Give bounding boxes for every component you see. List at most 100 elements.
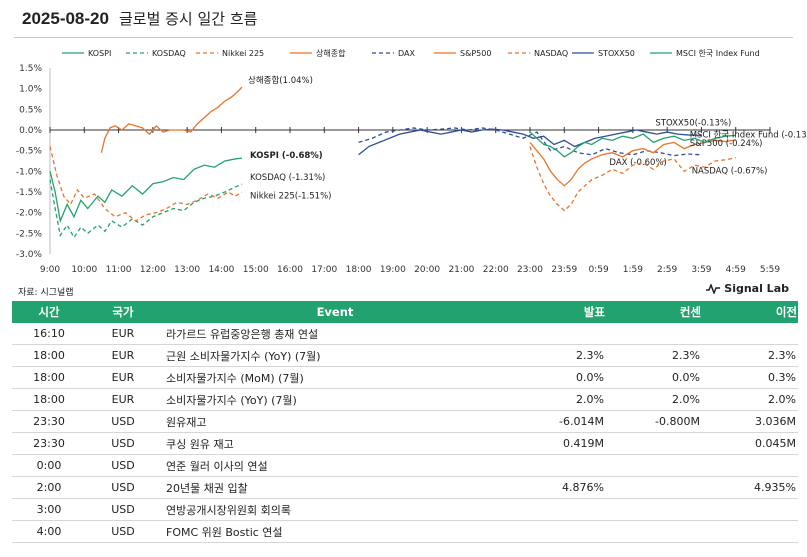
- series-line: [529, 131, 736, 158]
- header: 2025-08-20 글로벌 증시 일간 흐름: [22, 8, 257, 32]
- table-row: 18:00 EUR 근원 소비자물가지수 (YoY) (7월) 2.3% 2.3% 2.3…: [12, 344, 798, 367]
- x-tick-label: 1:59: [623, 265, 643, 275]
- cell-actual: 0.419M: [510, 432, 606, 455]
- series-end-label: KOSPI (-0.68%): [250, 151, 323, 161]
- cell-event: 쿠싱 원유 재고: [160, 432, 510, 455]
- table-row: 18:00 EUR 소비자물가지수 (MoM) (7월) 0.0% 0.0% 0.3%: [12, 366, 798, 389]
- events-table: 시간 국가 Event 발표 컨센 이전 16:10 EUR 라가르드 유럽중앙은행…: [12, 301, 798, 543]
- cell-event: 원유재고: [160, 410, 510, 433]
- col-country: 국가: [86, 301, 160, 323]
- table-row: 4:00 USD FOMC 위원 Bostic 연설: [12, 520, 798, 543]
- cell-previous: [702, 323, 798, 345]
- cell-event: 라가르드 유럽중앙은행 총재 연설: [160, 323, 510, 345]
- cell-consensus: 2.3%: [606, 344, 702, 367]
- report-title: 글로벌 증시 일간 흐름: [118, 10, 258, 28]
- signal-icon: [706, 283, 721, 294]
- cell-time: 18:00: [12, 388, 86, 411]
- cell-previous: 3.036M: [702, 410, 798, 433]
- table-row: 3:00 USD 연방공개시장위원회 회의록: [12, 498, 798, 521]
- legend-label: DAX: [398, 49, 415, 58]
- x-tick-label: 0:59: [588, 265, 608, 275]
- cell-previous: 0.3%: [702, 366, 798, 389]
- x-tick-label: 11:00: [106, 265, 132, 275]
- x-tick-label: 23:00: [517, 265, 543, 275]
- cell-event: 연방공개시장위원회 회의록: [160, 498, 510, 521]
- cell-consensus: [606, 454, 702, 477]
- series-end-label: S&P500 (-0.24%): [690, 139, 763, 149]
- col-time: 시간: [12, 301, 86, 323]
- cell-country: EUR: [86, 388, 160, 411]
- cell-time: 23:30: [12, 410, 86, 433]
- series-line: [49, 146, 243, 222]
- series-line: [358, 127, 702, 157]
- cell-country: EUR: [86, 323, 160, 345]
- cell-time: 3:00: [12, 498, 86, 521]
- x-tick-label: 4:59: [726, 265, 746, 275]
- series-line: [358, 128, 702, 156]
- cell-event: 근원 소비자물가지수 (YoY) (7월): [160, 344, 510, 367]
- source-note: 자료: 시그널랩: [18, 288, 74, 298]
- y-tick-label: -2.5%: [16, 229, 43, 239]
- cell-country: EUR: [86, 366, 160, 389]
- y-tick-label: 1.0%: [19, 85, 42, 95]
- cell-actual: [510, 520, 606, 543]
- series-end-label: NASDAQ (-0.67%): [692, 167, 768, 177]
- cell-consensus: 0.0%: [606, 366, 702, 389]
- series-end-label: Nikkei 225(-1.51%): [250, 191, 331, 201]
- legend-label: STOXX50: [598, 49, 635, 58]
- x-tick-label: 15:00: [243, 265, 269, 275]
- y-tick-label: -3.0%: [16, 250, 43, 260]
- series-line: [529, 146, 736, 212]
- legend-label: MSCI 한국 Index Fund: [676, 49, 760, 58]
- legend-label: Nikkei 225: [222, 49, 264, 58]
- table-row: 16:10 EUR 라가르드 유럽중앙은행 총재 연설: [12, 323, 798, 345]
- cell-previous: 2.3%: [702, 344, 798, 367]
- x-tick-label: 12:00: [140, 265, 166, 275]
- x-tick-label: 17:00: [311, 265, 337, 275]
- cell-actual: 2.0%: [510, 388, 606, 411]
- cell-country: USD: [86, 498, 160, 521]
- series-end-label: 상해종합(1.04%): [248, 75, 313, 86]
- cell-time: 4:00: [12, 520, 86, 543]
- series-end-label: DAX (-0.60%): [609, 158, 666, 168]
- legend-label: KOSDAQ: [152, 49, 186, 58]
- x-tick-label: 23:59: [551, 265, 577, 275]
- cell-country: EUR: [86, 344, 160, 367]
- x-tick-label: 19:00: [380, 265, 406, 275]
- legend-label: S&P500: [460, 49, 491, 58]
- cell-event: 연준 월러 이사의 연설: [160, 454, 510, 477]
- cell-event: 소비자물가지수 (YoY) (7월): [160, 388, 510, 411]
- cell-time: 23:30: [12, 432, 86, 455]
- cell-event: FOMC 위원 Bostic 연설: [160, 520, 510, 543]
- cell-time: 18:00: [12, 366, 86, 389]
- cell-actual: 0.0%: [510, 366, 606, 389]
- x-tick-label: 9:00: [40, 265, 60, 275]
- x-tick-label: 22:00: [483, 265, 509, 275]
- cell-previous: [702, 498, 798, 521]
- table-row: 0:00 USD 연준 월러 이사의 연설: [12, 454, 798, 477]
- y-tick-label: 1.5%: [19, 64, 42, 74]
- legend-label: NASDAQ: [534, 49, 568, 58]
- x-tick-label: 14:00: [208, 265, 234, 275]
- cell-event: 소비자물가지수 (MoM) (7월): [160, 366, 510, 389]
- cell-consensus: [606, 432, 702, 455]
- table-row: 23:30 USD 쿠싱 원유 재고 0.419M 0.045M: [12, 432, 798, 455]
- y-tick-label: -1.5%: [16, 188, 43, 198]
- table-header-row: 시간 국가 Event 발표 컨센 이전: [12, 301, 798, 323]
- table-row: 23:30 USD 원유재고 -6.014M -0.800M 3.036M: [12, 410, 798, 433]
- cell-previous: 4.935%: [702, 476, 798, 499]
- cell-time: 18:00: [12, 344, 86, 367]
- cell-country: USD: [86, 432, 160, 455]
- y-tick-label: 0.5%: [19, 105, 42, 115]
- cell-previous: 0.045M: [702, 432, 798, 455]
- line-chart: 1.5% 1.0% 0.5% 0.0% -0.5% -1.0% -1.5% -2.0% -2.5…: [16, 48, 807, 275]
- series-end-label: KOSDAQ (-1.31%): [250, 173, 325, 183]
- legend-label: KOSPI: [88, 49, 111, 58]
- report-date: 2025-08-20: [22, 9, 109, 28]
- brand-logo: Signal Lab: [706, 282, 789, 295]
- series-end-label: STOXX50(-0.13%): [655, 118, 731, 128]
- cell-actual: 2.3%: [510, 344, 606, 367]
- col-event: Event: [160, 301, 510, 323]
- series-line: [529, 139, 736, 187]
- x-tick-label: 5:59: [760, 265, 780, 275]
